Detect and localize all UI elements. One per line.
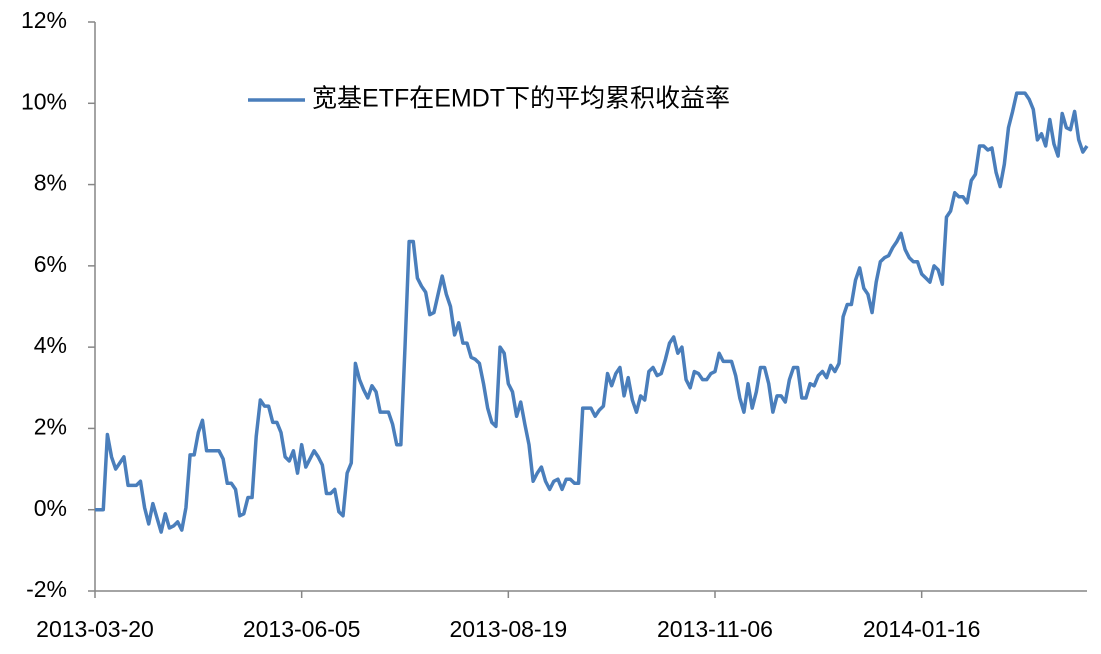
y-tick-label: 2%: [34, 414, 67, 440]
x-tick-label: 2013-03-20: [36, 616, 154, 642]
y-tick-label: 6%: [34, 251, 67, 277]
y-tick-label: 10%: [21, 88, 67, 114]
y-tick-label: 0%: [34, 495, 67, 521]
x-tick-label: 2013-11-06: [657, 616, 773, 642]
y-tick-label: -2%: [26, 576, 67, 602]
series-line: [95, 91, 1089, 534]
x-tick-label: 2014-01-16: [863, 616, 981, 642]
legend-label: 宽基ETF在EMDT下的平均累积收益率: [312, 85, 730, 113]
y-tick-label: 8%: [34, 170, 67, 196]
x-tick-label: 2013-06-05: [243, 616, 361, 642]
y-tick-label: 4%: [34, 332, 67, 358]
y-tick-label: 12%: [21, 7, 67, 33]
x-tick-label: 2013-08-19: [450, 616, 568, 642]
